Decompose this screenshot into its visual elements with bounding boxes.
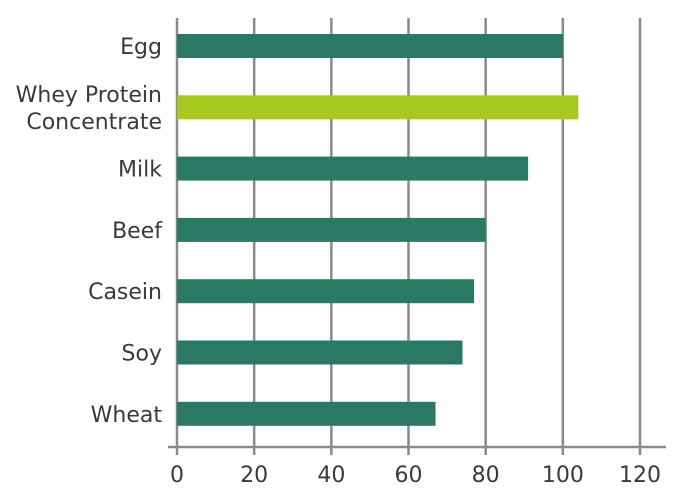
category-label: Wheat [91,403,163,428]
bar [177,401,436,426]
bar [177,279,475,304]
bar [177,217,486,242]
bar [177,34,563,58]
category-label: Casein [88,280,162,305]
bar [177,95,579,120]
bar [177,156,529,181]
x-tick-label: 120 [619,463,661,488]
x-axis: 0 20 40 60 80 100 120 [168,445,666,488]
category-label: Beef [112,219,163,244]
category-label: Whey Protein [16,83,162,108]
x-tick-label: 0 [170,463,184,488]
bars [177,34,579,426]
x-tick-label: 20 [240,463,268,488]
x-tick-label: 80 [472,463,500,488]
category-label: Soy [122,342,162,367]
category-label: Milk [118,158,162,183]
x-tick-label: 100 [542,463,584,488]
category-label: Concentrate [26,110,162,135]
x-tick-label: 60 [395,463,423,488]
bar [177,340,463,365]
x-tick-label: 40 [317,463,345,488]
category-label: Egg [120,35,162,60]
